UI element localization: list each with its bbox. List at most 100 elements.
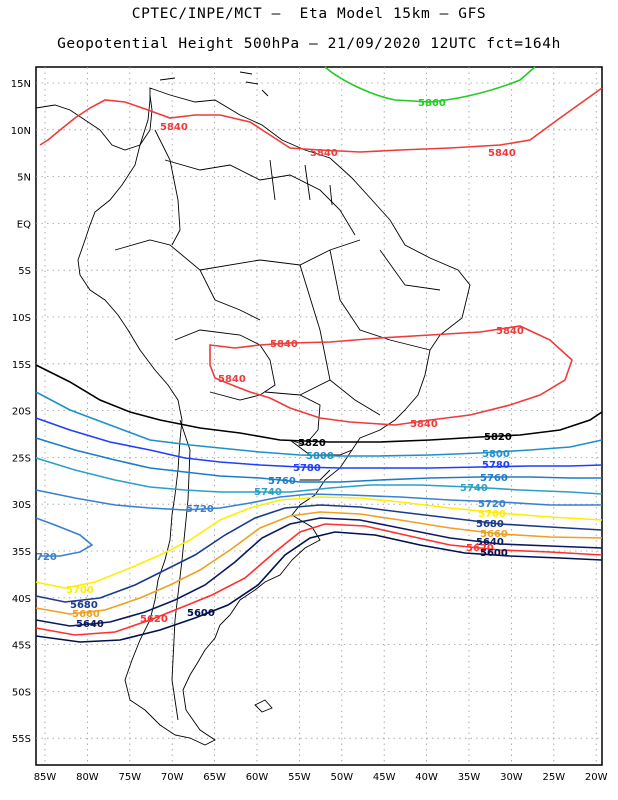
border-uruguay: [300, 469, 331, 481]
contour-5660: [35, 511, 603, 615]
lon-tick-label: 35W: [458, 772, 481, 783]
lon-tick-labels: 85W 80W 75W 70W 65W 60W 55W 50W 45W 40W 35W 30W 25W 2…: [34, 772, 608, 783]
contour-label: 5760: [268, 476, 296, 487]
contour-label: 5700: [478, 509, 506, 520]
contour-label: 5600: [187, 608, 215, 619]
brazil-states: [199, 239, 441, 416]
contour-5700: [35, 496, 603, 589]
border-peru-brazil: [114, 239, 261, 321]
contour-label: 5840: [488, 148, 516, 159]
contour-label: 5840: [310, 148, 338, 159]
contour-label: 5680: [70, 600, 98, 611]
contour-label: 5840: [160, 122, 188, 133]
title-line-2: Geopotential Height 500hPa – 21/09/2020 …: [57, 36, 561, 52]
contour-5820: [35, 364, 603, 443]
lat-tick-label: 45S: [12, 641, 31, 652]
lon-tick-label: 85W: [34, 772, 57, 783]
contour-label: 5640: [76, 619, 104, 630]
lon-tick-label: 65W: [203, 772, 226, 783]
contour-5740: [35, 457, 603, 495]
coastline-and-borders: [35, 71, 471, 746]
lon-tick-label: 50W: [330, 772, 353, 783]
south-america-coastline: [77, 87, 471, 746]
contour-5620: [35, 523, 603, 636]
contour-5780: [35, 417, 603, 469]
contour-label: 5820: [484, 432, 512, 443]
lon-tick-label: 25W: [542, 772, 565, 783]
falklands: [254, 699, 273, 713]
contour-label: 5840: [218, 374, 246, 385]
contour-label: 5840: [270, 339, 298, 350]
contour-5840-north: [39, 87, 603, 153]
contour-5760: [35, 437, 602, 483]
contour-label: 5740: [460, 483, 488, 494]
lon-tick-label: 20W: [585, 772, 608, 783]
central-america: [35, 94, 153, 151]
contour-label: 5620: [466, 543, 494, 554]
contour-label: 5740: [254, 487, 282, 498]
contour-label: 5640: [476, 537, 504, 548]
lat-tick-label: 40S: [12, 594, 31, 605]
contour-label: 5600: [480, 548, 508, 559]
lat-tick-labels: 15N 10N 5N EQ 5S 10S 15S 20S 25S 30S 35S 40S 45S 50S 5…: [11, 79, 31, 745]
contour-5800: [35, 391, 603, 457]
contour-label: 5680: [476, 519, 504, 530]
contour-label: 5800: [482, 449, 510, 460]
border-guianas: [269, 159, 333, 206]
lat-tick-label: 25S: [12, 453, 31, 464]
contour-5720: [35, 489, 602, 511]
contour-5640: [35, 517, 603, 627]
contour-5840-south: [209, 325, 573, 426]
contour-5680: [35, 504, 603, 603]
caribbean-islands: [159, 71, 269, 97]
contour-label: 5720: [478, 499, 506, 510]
contour-labels: 5860 5840 5840 5840 5840 5840 5840 5840 …: [36, 98, 524, 630]
contour-label: 5660: [72, 609, 100, 620]
lat-tick-label: EQ: [17, 219, 31, 230]
lon-tick-label: 60W: [246, 772, 269, 783]
contour-label: 5840: [496, 326, 524, 337]
border-bolivia: [174, 329, 276, 401]
border-chile-argentina: [171, 419, 191, 721]
contour-label: 5780: [482, 460, 510, 471]
lon-tick-label: 40W: [415, 772, 438, 783]
lon-tick-label: 55W: [288, 772, 311, 783]
lat-tick-label: 5N: [17, 173, 31, 184]
contour-5860: [324, 66, 536, 103]
contour-label: 5760: [480, 473, 508, 484]
contour-5720-west: [35, 517, 94, 557]
lat-tick-label: 10N: [11, 126, 31, 137]
contour-label: 5620: [140, 614, 168, 625]
lat-tick-label: 5S: [18, 266, 31, 277]
lat-tick-label: 10S: [12, 313, 31, 324]
lon-tick-label: 80W: [76, 772, 99, 783]
lon-tick-label: 70W: [161, 772, 184, 783]
lat-tick-label: 15S: [12, 360, 31, 371]
lon-tick-label: 45W: [373, 772, 396, 783]
grid: [36, 67, 602, 765]
plot-frame: [35, 66, 603, 766]
contour-label: 5840: [410, 419, 438, 430]
lat-tick-label: 50S: [12, 687, 31, 698]
lat-tick-label: 35S: [12, 547, 31, 558]
border-north: [164, 159, 356, 236]
lon-tick-label: 75W: [118, 772, 141, 783]
contour-label: 5660: [480, 529, 508, 540]
border-ven-col: [154, 129, 181, 246]
lat-tick-label: 30S: [12, 500, 31, 511]
contour-5600: [35, 531, 603, 643]
title-line-1: CPTEC/INPE/MCT – Eta Model 15km – GFS: [131, 6, 487, 22]
lon-tick-label: 30W: [500, 772, 523, 783]
lat-tick-label: 55S: [12, 734, 31, 745]
lat-tick-label: 15N: [11, 79, 31, 90]
lat-tick-label: 20S: [12, 407, 31, 418]
contours: [35, 66, 603, 643]
contour-label: 5800: [306, 451, 334, 462]
contour-label: 5720: [186, 504, 214, 515]
contour-label: 5700: [66, 585, 94, 596]
contour-label: 5820: [298, 438, 326, 449]
contour-label: 5780: [293, 463, 321, 474]
contour-label: 720: [36, 552, 57, 563]
contour-label: 5860: [418, 98, 446, 109]
